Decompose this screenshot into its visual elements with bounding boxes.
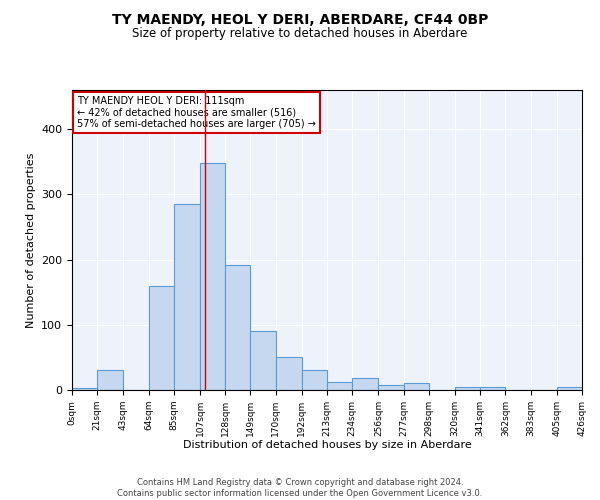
Bar [97,370,124,390]
Bar [557,388,582,390]
Text: TY MAENDY HEOL Y DERI: 111sqm
← 42% of detached houses are smaller (516)
57% of : TY MAENDY HEOL Y DERI: 111sqm ← 42% of d… [77,96,316,129]
Bar [352,378,379,390]
Bar [225,265,250,390]
Text: TY MAENDY, HEOL Y DERI, ABERDARE, CF44 0BP: TY MAENDY, HEOL Y DERI, ABERDARE, CF44 0… [112,12,488,26]
X-axis label: Distribution of detached houses by size in Aberdare: Distribution of detached houses by size … [182,440,472,450]
Bar [200,163,225,390]
Bar [72,388,97,390]
Bar [327,382,352,390]
Y-axis label: Number of detached properties: Number of detached properties [26,152,35,328]
Text: Size of property relative to detached houses in Aberdare: Size of property relative to detached ho… [133,28,467,40]
Bar [379,386,404,390]
Bar [480,386,505,390]
Bar [455,386,480,390]
Bar [404,384,429,390]
Bar [275,358,302,390]
Bar [302,370,327,390]
Bar [174,204,200,390]
Bar [149,286,174,390]
Bar [250,332,275,390]
Text: Contains HM Land Registry data © Crown copyright and database right 2024.
Contai: Contains HM Land Registry data © Crown c… [118,478,482,498]
